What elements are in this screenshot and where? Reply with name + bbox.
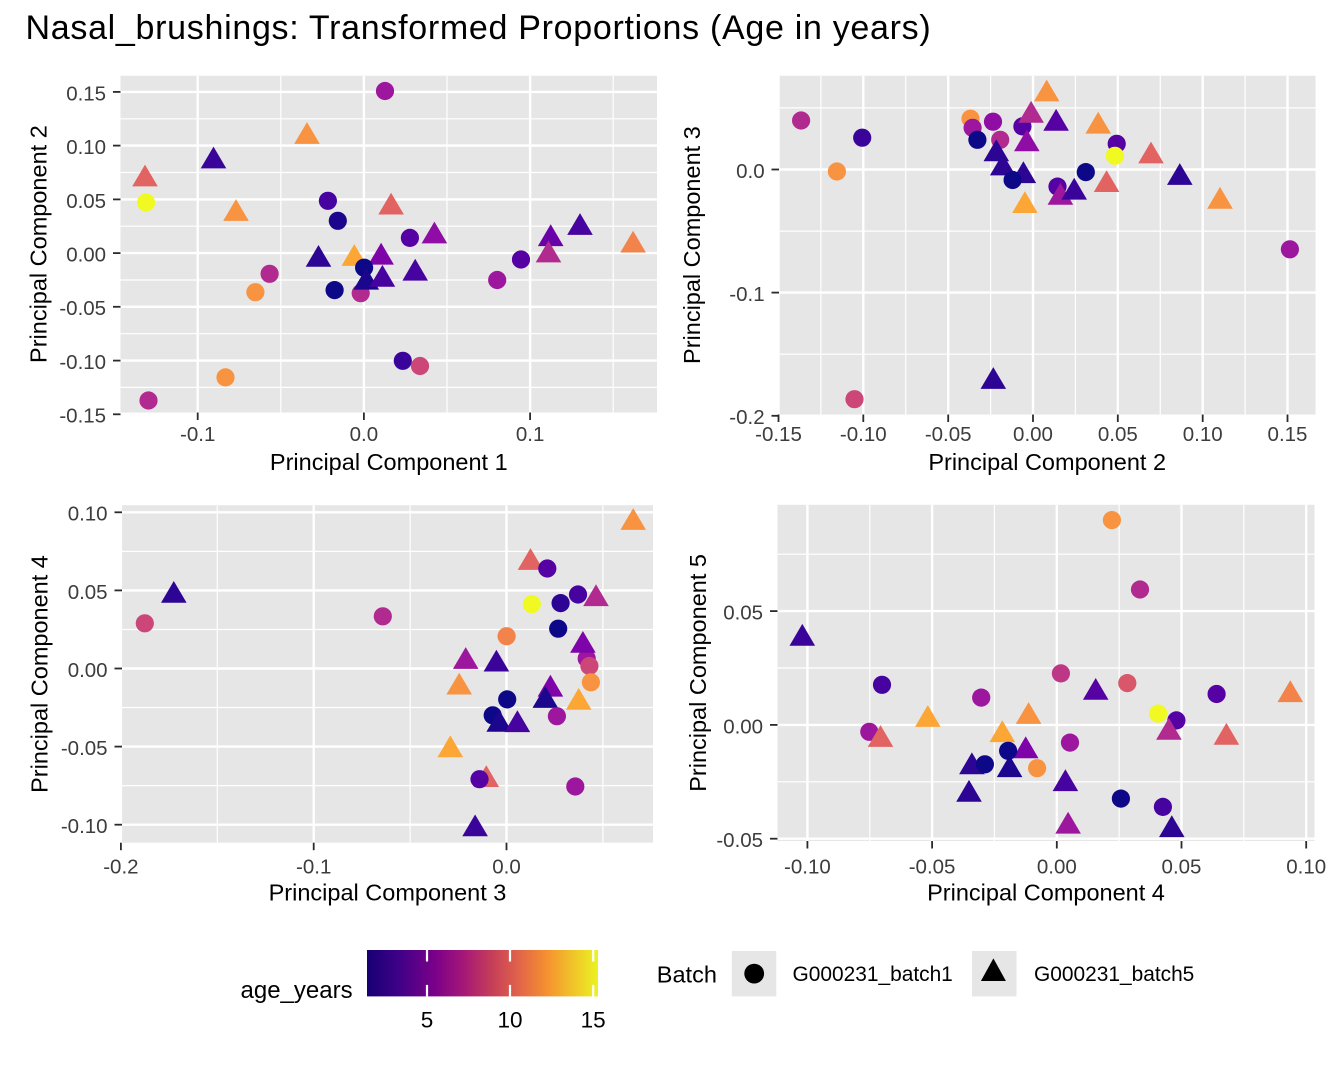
- svg-text:0.00: 0.00: [1037, 856, 1077, 879]
- svg-text:0.05: 0.05: [66, 190, 106, 213]
- svg-text:-0.05: -0.05: [925, 423, 972, 446]
- svg-text:Principal Component 3: Principal Component 3: [679, 126, 705, 364]
- svg-text:-0.05: -0.05: [59, 297, 106, 320]
- svg-text:0.10: 0.10: [68, 503, 108, 526]
- svg-text:-0.10: -0.10: [840, 423, 887, 446]
- svg-text:G000231_batch1: G000231_batch1: [793, 963, 953, 986]
- svg-text:0.05: 0.05: [1098, 423, 1138, 446]
- svg-text:-0.1: -0.1: [296, 856, 331, 879]
- svg-text:0.00: 0.00: [66, 244, 106, 267]
- svg-text:-0.05: -0.05: [716, 829, 763, 852]
- svg-text:15: 15: [581, 1008, 606, 1033]
- svg-text:0.05: 0.05: [723, 602, 763, 625]
- svg-text:-0.15: -0.15: [59, 405, 106, 428]
- svg-text:-0.05: -0.05: [61, 737, 108, 760]
- svg-text:Principal Component 5: Principal Component 5: [685, 554, 711, 792]
- svg-text:0.05: 0.05: [68, 581, 108, 604]
- svg-text:0.10: 0.10: [1183, 423, 1223, 446]
- svg-text:0.10: 0.10: [1286, 856, 1326, 879]
- svg-text:0.15: 0.15: [1268, 423, 1308, 446]
- svg-text:-0.1: -0.1: [729, 283, 764, 306]
- svg-text:Nasal_brushings: Transformed P: Nasal_brushings: Transformed Proportions…: [26, 9, 932, 47]
- svg-text:Principal Component 4: Principal Component 4: [927, 880, 1165, 906]
- svg-text:-0.10: -0.10: [784, 856, 831, 879]
- svg-text:-0.10: -0.10: [59, 351, 106, 374]
- svg-text:Principal Component 4: Principal Component 4: [27, 555, 53, 793]
- svg-text:0.1: 0.1: [516, 423, 545, 446]
- svg-text:Principal Component 2: Principal Component 2: [26, 125, 52, 363]
- svg-text:0.15: 0.15: [66, 82, 106, 105]
- svg-text:0.00: 0.00: [1013, 423, 1053, 446]
- svg-text:0.0: 0.0: [350, 423, 379, 446]
- svg-text:0.00: 0.00: [723, 715, 763, 738]
- svg-text:-0.15: -0.15: [755, 423, 802, 446]
- svg-text:-0.2: -0.2: [729, 406, 764, 429]
- svg-text:Batch: Batch: [657, 962, 717, 988]
- svg-text:-0.05: -0.05: [909, 856, 956, 879]
- svg-text:G000231_batch5: G000231_batch5: [1034, 963, 1194, 986]
- svg-text:-0.10: -0.10: [61, 815, 108, 838]
- svg-text:Principal Component 1: Principal Component 1: [270, 449, 508, 475]
- svg-text:0.05: 0.05: [1162, 856, 1202, 879]
- svg-text:-0.1: -0.1: [180, 423, 215, 446]
- svg-text:-0.2: -0.2: [103, 856, 138, 879]
- svg-text:0.0: 0.0: [492, 856, 521, 879]
- svg-text:Principal Component 2: Principal Component 2: [928, 449, 1166, 475]
- svg-text:0.10: 0.10: [66, 136, 106, 159]
- svg-text:10: 10: [497, 1008, 522, 1033]
- svg-text:0.0: 0.0: [736, 160, 765, 183]
- svg-text:age_years: age_years: [241, 977, 353, 1004]
- svg-text:Principal Component 3: Principal Component 3: [269, 880, 507, 906]
- svg-text:0.00: 0.00: [68, 659, 108, 682]
- svg-text:5: 5: [421, 1008, 434, 1033]
